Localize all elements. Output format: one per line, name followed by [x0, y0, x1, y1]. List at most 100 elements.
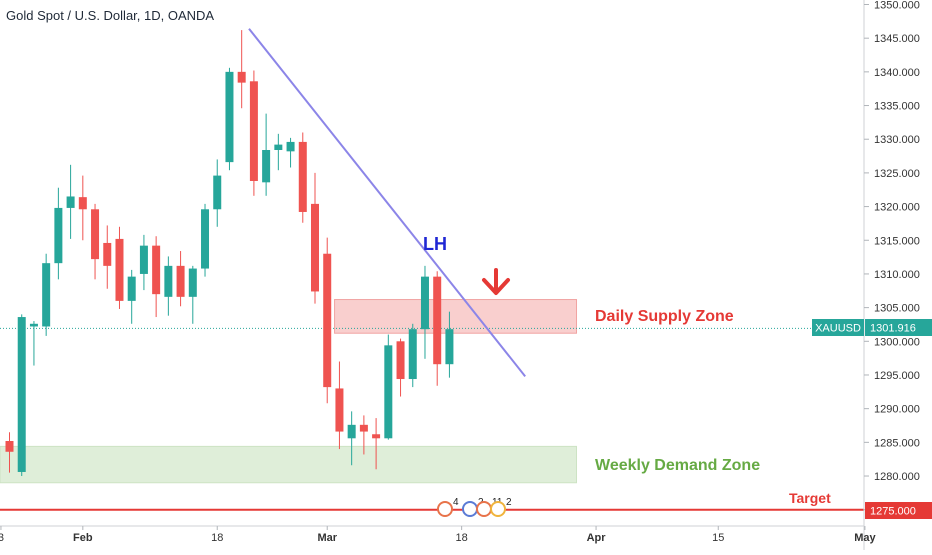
candle[interactable]: [66, 164, 75, 239]
y-tick-label: 1290.000: [874, 404, 920, 416]
candle-body: [323, 253, 332, 388]
candle[interactable]: [445, 311, 454, 378]
event-badges-layer: 42112: [437, 497, 512, 517]
last-price-label: 1301.916: [870, 323, 916, 335]
candle[interactable]: [298, 132, 307, 223]
candle-body: [384, 345, 393, 439]
candle[interactable]: [262, 113, 271, 196]
candle-body: [274, 144, 283, 150]
time-axis[interactable]: 3 Feb 18 Mar 18 Apr 15 May: [0, 526, 876, 544]
y-tick-label: 1350.000: [874, 0, 920, 12]
candle[interactable]: [42, 253, 51, 336]
candle-body: [347, 424, 356, 439]
target-price-tag: 1275.000: [865, 502, 932, 519]
candle-body: [249, 81, 258, 181]
candle[interactable]: [139, 234, 148, 291]
candle-body: [17, 317, 26, 472]
candle-body: [396, 341, 405, 380]
demand-zone[interactable]: [0, 445, 578, 484]
candle-body: [311, 203, 319, 292]
x-tick-label: 15: [712, 532, 724, 544]
candle[interactable]: [274, 133, 283, 171]
candle[interactable]: [17, 314, 26, 477]
candle-body: [298, 141, 307, 212]
candle-body: [115, 238, 124, 301]
event-badge[interactable]: 2: [490, 497, 512, 517]
candle[interactable]: [103, 225, 112, 289]
candle[interactable]: [115, 226, 124, 309]
candle-body: [372, 434, 381, 439]
candle[interactable]: [127, 269, 136, 324]
candle[interactable]: [420, 265, 429, 359]
candle[interactable]: [78, 175, 87, 241]
y-tick-label: 1340.000: [874, 67, 920, 79]
event-badge[interactable]: 4: [437, 497, 459, 517]
candle[interactable]: [311, 172, 319, 304]
price-axis[interactable]: 1280.000 1285.000 1290.000 1295.000 1300.000…: [864, 0, 920, 511]
candle-body: [66, 196, 75, 208]
candle[interactable]: [225, 67, 234, 171]
event-badge-circle: [437, 501, 453, 517]
candle-body: [152, 245, 161, 295]
candle[interactable]: [29, 321, 38, 366]
candle-body: [433, 276, 442, 365]
candle-body: [335, 388, 344, 432]
trendline[interactable]: [248, 28, 526, 377]
y-tick-label: 1315.000: [874, 235, 920, 247]
last-price-tag: XAUUSD 1301.916: [812, 319, 932, 336]
candle[interactable]: [91, 203, 100, 280]
y-tick-label: 1320.000: [874, 202, 920, 214]
symbol-tag-label: XAUUSD: [815, 323, 861, 335]
candle-body: [29, 323, 38, 327]
candle[interactable]: [188, 265, 197, 324]
candle[interactable]: [164, 256, 173, 316]
y-tick-label: 1330.000: [874, 134, 920, 146]
x-tick-label: 18: [456, 532, 468, 544]
supply-zone[interactable]: [334, 299, 578, 334]
candle[interactable]: [359, 415, 368, 455]
candle[interactable]: [5, 432, 14, 473]
x-tick-label: 18: [211, 532, 223, 544]
candle-body: [42, 263, 51, 327]
chart-title: Gold Spot / U.S. Dollar, 1D, OANDA: [6, 8, 214, 23]
candle[interactable]: [201, 203, 210, 277]
candle[interactable]: [396, 338, 405, 397]
candle-body: [225, 71, 234, 163]
candle[interactable]: [249, 70, 258, 196]
y-tick-label: 1305.000: [874, 303, 920, 315]
x-tick-label: Apr: [587, 532, 607, 544]
y-tick-label: 1285.000: [874, 437, 920, 449]
candle[interactable]: [213, 159, 222, 227]
candle-body: [127, 276, 136, 301]
candle-body: [164, 265, 173, 297]
y-tick-label: 1310.000: [874, 269, 920, 281]
candle[interactable]: [176, 251, 185, 307]
lh-label: LH: [423, 234, 447, 254]
x-tick-label: Feb: [73, 532, 93, 544]
x-tick-label: Mar: [317, 532, 337, 544]
candle-body: [359, 424, 368, 432]
candle[interactable]: [286, 137, 295, 168]
candle[interactable]: [237, 30, 246, 109]
candle-body: [176, 265, 185, 297]
candle-body: [139, 245, 148, 274]
candle-body: [408, 329, 417, 380]
candle[interactable]: [372, 418, 381, 470]
candle[interactable]: [335, 361, 344, 450]
candle-body: [445, 329, 454, 365]
candle-body: [286, 141, 295, 152]
candle-body: [213, 175, 222, 210]
candle[interactable]: [54, 187, 63, 280]
candle-body: [54, 207, 63, 264]
candle[interactable]: [152, 236, 161, 318]
candle[interactable]: [433, 271, 442, 386]
candle[interactable]: [347, 411, 356, 466]
candle[interactable]: [408, 323, 417, 388]
candle[interactable]: [323, 237, 332, 404]
candle[interactable]: [384, 334, 393, 440]
target-label: Target: [789, 490, 831, 506]
candles-layer: [5, 30, 454, 477]
demand-zone-label: Weekly Demand Zone: [595, 457, 760, 474]
